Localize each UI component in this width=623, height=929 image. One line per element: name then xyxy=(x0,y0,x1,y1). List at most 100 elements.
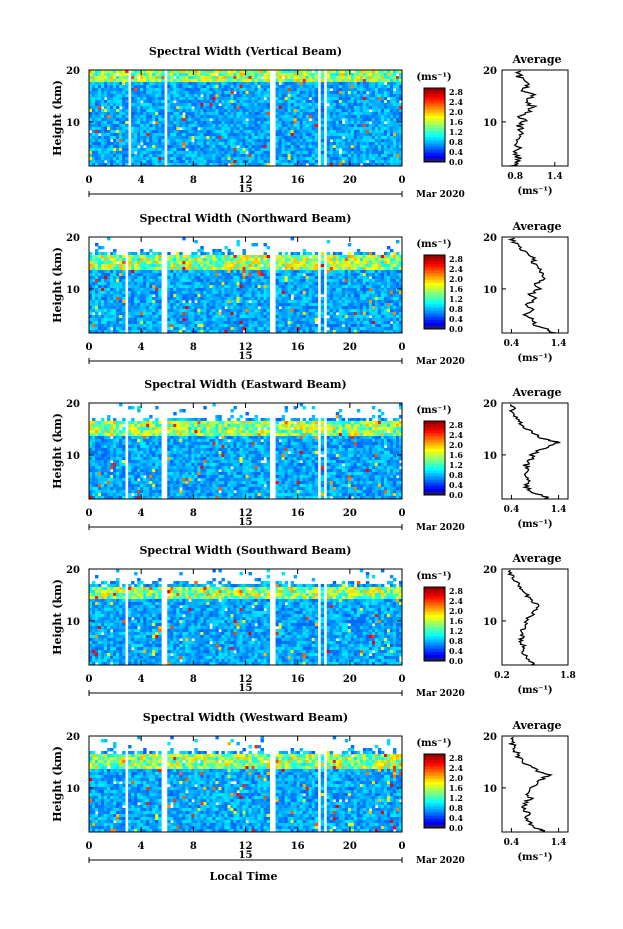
heatmap-cell xyxy=(203,112,207,116)
heatmap-cell xyxy=(389,115,394,119)
heatmap-cell xyxy=(263,100,267,104)
heatmap-cell xyxy=(305,261,310,265)
heatmap-cell xyxy=(284,97,289,101)
heatmap-cell xyxy=(110,106,114,110)
heatmap-cell xyxy=(107,288,111,292)
heatmap-cell xyxy=(185,321,189,325)
heatmap-cell xyxy=(146,97,150,101)
heatmap-cell xyxy=(182,273,186,277)
heatmap-cell xyxy=(236,312,240,316)
heatmap-cell xyxy=(227,300,231,304)
heatmap-cell xyxy=(116,300,120,304)
heatmap-cell xyxy=(257,115,261,119)
heatmap-cell xyxy=(284,145,289,149)
heatmap-cell xyxy=(98,327,102,331)
heatmap-cell xyxy=(176,318,180,322)
heatmap-cell xyxy=(347,94,352,98)
heatmap-cell xyxy=(113,282,117,286)
heatmap-cell xyxy=(98,103,102,107)
heatmap-cell xyxy=(155,267,159,271)
heatmap-cell xyxy=(200,73,204,77)
heatmap-cell xyxy=(290,151,295,155)
heatmap-cell xyxy=(95,88,99,92)
heatmap-cell xyxy=(137,94,141,98)
heatmap-cell xyxy=(107,270,111,274)
heatmap-cell xyxy=(107,133,111,137)
heatmap-cell xyxy=(95,82,99,86)
heatmap-cell xyxy=(287,139,292,143)
heatmap-cell xyxy=(221,315,225,319)
heatmap-cell xyxy=(182,91,186,95)
heatmap-cell xyxy=(182,258,186,262)
heatmap-cell xyxy=(137,321,141,325)
heatmap-cell xyxy=(374,115,379,119)
heatmap-cell xyxy=(332,76,337,80)
heatmap-cell xyxy=(353,103,358,107)
heatmap-cell xyxy=(311,151,316,155)
heatmap-cell xyxy=(278,288,283,292)
heatmap-cell xyxy=(392,94,397,98)
heatmap-cell xyxy=(197,312,201,316)
heatmap-cell xyxy=(107,136,111,140)
heatmap-cell xyxy=(191,312,195,316)
heatmap-cell xyxy=(206,291,210,295)
heatmap-cell xyxy=(131,133,135,137)
heatmap-cell xyxy=(260,303,264,307)
heatmap-cell xyxy=(320,97,325,101)
heatmap-cell xyxy=(215,157,219,161)
heatmap-cell xyxy=(245,130,249,134)
heatmap-cell xyxy=(281,279,286,283)
heatmap-cell xyxy=(200,112,204,116)
heatmap-cell xyxy=(275,109,280,113)
heatmap-cell xyxy=(224,154,228,158)
heatmap-cell xyxy=(230,285,234,289)
heatmap-cell xyxy=(221,267,225,271)
heatmap-cell xyxy=(176,133,180,137)
heatmap-cell xyxy=(233,324,237,328)
heatmap-cell xyxy=(266,330,270,334)
heatmap-cell xyxy=(137,324,141,328)
heatmap-cell xyxy=(275,276,280,280)
heatmap-cell xyxy=(131,130,135,134)
heatmap-cell xyxy=(254,330,258,334)
heatmap-cell xyxy=(140,91,144,95)
heatmap-cell xyxy=(104,88,108,92)
heatmap-cell xyxy=(296,139,301,143)
heatmap-cell xyxy=(209,88,213,92)
heatmap-cell xyxy=(311,124,316,128)
heatmap-cell xyxy=(383,112,388,116)
heatmap-cell xyxy=(326,139,331,143)
heatmap-cell xyxy=(179,309,183,313)
heatmap-cell xyxy=(212,300,216,304)
heatmap-cell xyxy=(191,306,195,310)
heatmap-cell xyxy=(95,115,99,119)
heatmap-cell xyxy=(293,112,298,116)
heatmap-cell xyxy=(314,127,319,131)
colorbar-segment xyxy=(424,134,445,138)
heatmap-cell xyxy=(239,109,243,113)
heatmap-cell xyxy=(239,85,243,89)
heatmap-cell xyxy=(368,163,373,167)
heatmap-cell xyxy=(95,118,99,122)
heatmap-cell xyxy=(371,121,376,125)
heatmap-cell xyxy=(266,285,270,289)
heatmap-cell xyxy=(98,94,102,98)
heatmap-cell xyxy=(377,85,382,89)
heatmap-cell xyxy=(140,300,144,304)
heatmap-cell xyxy=(290,300,295,304)
y-tick-label: 10 xyxy=(66,118,80,129)
heatmap-cell xyxy=(149,70,153,74)
heatmap-cell xyxy=(218,133,222,137)
heatmap-cell xyxy=(347,112,352,116)
heatmap-cell xyxy=(383,136,388,140)
heatmap-cell xyxy=(230,157,234,161)
heatmap-cell xyxy=(155,100,159,104)
heatmap-cell xyxy=(221,318,225,322)
heatmap-cell xyxy=(188,70,192,74)
heatmap-cell xyxy=(377,97,382,101)
heatmap-cell xyxy=(176,79,180,83)
heatmap-cell xyxy=(107,85,111,89)
heatmap-cell xyxy=(290,70,295,74)
heatmap-cell xyxy=(329,133,334,137)
heatmap-cell xyxy=(200,127,204,131)
